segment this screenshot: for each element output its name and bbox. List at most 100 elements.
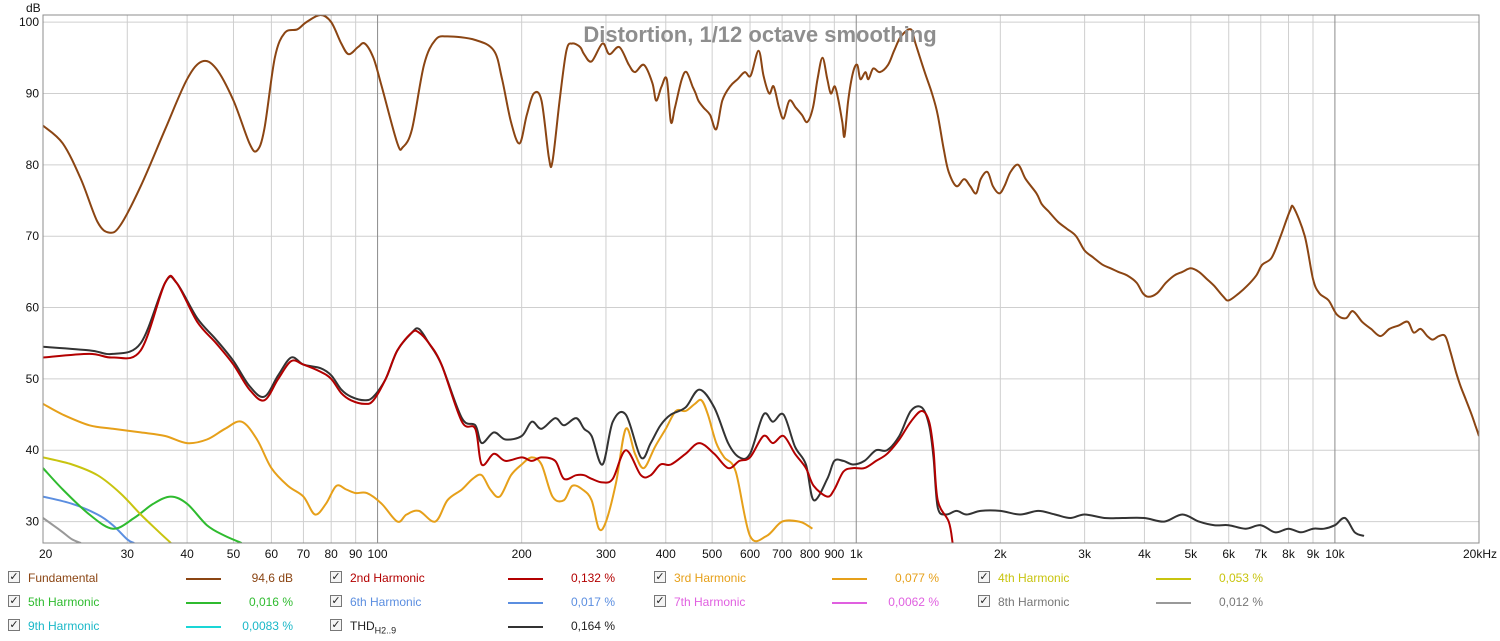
legend-checkbox-7th-harmonic[interactable]: ✓: [654, 595, 666, 607]
x-tick-label: 8k: [1282, 547, 1296, 561]
legend-label-text: 7th Harmonic: [674, 595, 746, 609]
x-tick-label: 40: [180, 547, 194, 561]
y-tick-label: 90: [26, 86, 40, 100]
legend-item-fundamental: ✓ Fundamental 94,6 dB: [8, 568, 308, 588]
distortion-chart: 30 40 50 60 70 80 90 100 20 30 40 50 60 70 80 90 100 200 3…: [19, 1, 1497, 561]
fundamental-line: [43, 15, 1479, 437]
2nd-harmonic-line: [43, 274, 954, 543]
legend-checkbox-6th-harmonic[interactable]: ✓: [330, 595, 342, 607]
legend-checkbox-fundamental[interactable]: ✓: [8, 571, 20, 583]
legend-item-7th-harmonic: ✓ 7th Harmonic 0,0062 %: [654, 592, 954, 612]
x-tick-label: 600: [740, 547, 760, 561]
legend-swatch: [1156, 602, 1191, 604]
x-tick-label: 60: [265, 547, 279, 561]
legend-item-5th-harmonic: ✓ 5th Harmonic 0,016 %: [8, 592, 308, 612]
x-tick-label: 1k: [850, 547, 864, 561]
legend-label: 9th Harmonic: [28, 616, 99, 636]
legend-label-text: 5th Harmonic: [28, 595, 100, 609]
legend-checkbox-5th-harmonic[interactable]: ✓: [8, 595, 20, 607]
legend-label: Fundamental: [28, 568, 98, 588]
x-tick-label: 800: [800, 547, 820, 561]
legend-swatch: [508, 578, 543, 580]
x-tick-label: 700: [772, 547, 792, 561]
x-tick-label: 300: [596, 547, 616, 561]
legend-item-6th-harmonic: ✓ 6th Harmonic 0,017 %: [330, 592, 630, 612]
legend-swatch: [508, 602, 543, 604]
legend-item-4th-harmonic: ✓ 4th Harmonic 0,053 %: [978, 568, 1278, 588]
x-tick-label: 6k: [1222, 547, 1236, 561]
legend-swatch: [508, 626, 543, 628]
legend-value: 0,0083 %: [242, 619, 293, 633]
x-tick-label: 5k: [1184, 547, 1198, 561]
8th-harmonic-line: [43, 517, 82, 543]
x-tick-label: 80: [325, 547, 339, 561]
x-tick-label: 70: [297, 547, 311, 561]
chart-axes: 30 40 50 60 70 80 90 100 20 30 40 50 60 70 80 90 100 200 3…: [19, 14, 1497, 561]
y-tick-label: 50: [26, 372, 40, 386]
y-tick-label: 30: [26, 515, 40, 529]
legend-label: 7th Harmonic: [674, 592, 745, 612]
x-tick-label: 400: [656, 547, 676, 561]
legend-checkbox-4th-harmonic[interactable]: ✓: [978, 571, 990, 583]
legend-value: 94,6 dB: [251, 571, 293, 585]
legend-label-text: THD: [350, 619, 375, 633]
x-tick-label: 500: [702, 547, 722, 561]
x-tick-label: 20: [39, 547, 53, 561]
legend-value: 0,053 %: [1218, 571, 1263, 585]
x-tick-label: 7k: [1254, 547, 1268, 561]
legend-value: 0,016 %: [248, 595, 293, 609]
legend-checkbox-thd[interactable]: ✓: [330, 619, 342, 631]
legend-swatch: [186, 602, 221, 604]
chart-title: Distortion, 1/12 octave smoothing: [583, 22, 936, 47]
legend-swatch: [1156, 578, 1191, 580]
legend-value: 0,017 %: [570, 595, 615, 609]
legend-item-2nd-harmonic: ✓ 2nd Harmonic 0,132 %: [330, 568, 630, 588]
plot-area: [43, 15, 1479, 543]
legend-label-subscript: H2..9: [374, 625, 397, 636]
legend-label-text: 8th Harmonic: [998, 595, 1070, 609]
legend-item-8th-harmonic: ✓ 8th Harmonic 0,012 %: [978, 592, 1278, 612]
legend-item-3rd-harmonic: ✓ 3rd Harmonic 0,077 %: [654, 568, 954, 588]
x-tick-label: 10k: [1325, 547, 1345, 561]
legend-item-9th-harmonic: ✓ 9th Harmonic 0,0083 %: [8, 616, 308, 636]
legend-checkbox-3rd-harmonic[interactable]: ✓: [654, 571, 666, 583]
legend-item-thd: ✓ THDH2..9 0,164 %: [330, 616, 630, 636]
legend-value: 0,0062 %: [888, 595, 939, 609]
legend: ✓ Fundamental 94,6 dB ✓ 2nd Harmonic 0,132 % ✓…: [0, 566, 1500, 641]
legend-label-text: 3rd Harmonic: [674, 571, 747, 585]
x-tick-label: 20kHz: [1463, 547, 1497, 561]
legend-value: 0,132 %: [570, 571, 615, 585]
legend-label: 5th Harmonic: [28, 592, 99, 612]
legend-label: 2nd Harmonic: [350, 568, 425, 588]
legend-label: 4th Harmonic: [998, 568, 1069, 588]
legend-label-text: 2nd Harmonic: [350, 571, 425, 585]
x-tick-label: 2k: [994, 547, 1008, 561]
thd-h2-9-line: [43, 275, 1365, 537]
chart-series: [43, 15, 1479, 543]
legend-label: 6th Harmonic: [350, 592, 421, 612]
x-tick-label: 50: [227, 547, 241, 561]
y-tick-label: 100: [19, 15, 39, 29]
legend-value: 0,077 %: [894, 571, 939, 585]
legend-swatch: [832, 578, 867, 580]
legend-swatch: [186, 578, 221, 580]
legend-label-text: 4th Harmonic: [998, 571, 1070, 585]
legend-value: 0,164 %: [570, 619, 615, 633]
x-tick-label: 4k: [1138, 547, 1152, 561]
legend-checkbox-9th-harmonic[interactable]: ✓: [8, 619, 20, 631]
chart-grid: [42, 15, 1480, 543]
legend-swatch: [186, 626, 221, 628]
x-tick-label: 900: [824, 547, 844, 561]
6th-harmonic-line: [43, 495, 135, 543]
5th-harmonic-line: [43, 467, 243, 543]
x-tick-label: 100: [368, 547, 388, 561]
legend-label-text: Fundamental: [28, 571, 99, 585]
plot-frame: [42, 14, 1480, 544]
legend-checkbox-8th-harmonic[interactable]: ✓: [978, 595, 990, 607]
y-tick-label: 40: [26, 443, 40, 457]
x-tick-label: 9k: [1307, 547, 1321, 561]
y-tick-label: 80: [26, 158, 40, 172]
x-tick-label: 30: [121, 547, 135, 561]
legend-checkbox-2nd-harmonic[interactable]: ✓: [330, 571, 342, 583]
3rd-harmonic-line: [43, 398, 814, 543]
